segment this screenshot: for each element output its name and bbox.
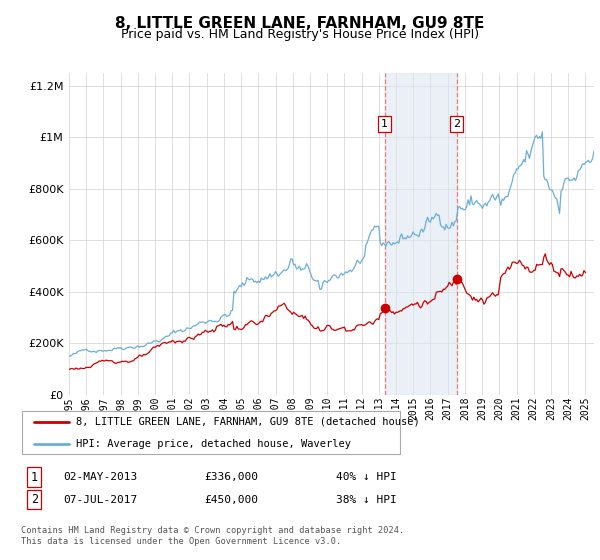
Text: 8, LITTLE GREEN LANE, FARNHAM, GU9 8TE (detached house): 8, LITTLE GREEN LANE, FARNHAM, GU9 8TE (… [77, 417, 420, 427]
Text: £450,000: £450,000 [204, 494, 258, 505]
Text: 40% ↓ HPI: 40% ↓ HPI [336, 472, 397, 482]
Text: HPI: Average price, detached house, Waverley: HPI: Average price, detached house, Wave… [77, 438, 352, 449]
Text: £336,000: £336,000 [204, 472, 258, 482]
Text: 1: 1 [381, 119, 388, 129]
Text: Contains HM Land Registry data © Crown copyright and database right 2024.
This d: Contains HM Land Registry data © Crown c… [21, 526, 404, 546]
Text: 38% ↓ HPI: 38% ↓ HPI [336, 494, 397, 505]
FancyBboxPatch shape [22, 411, 400, 454]
Text: 02-MAY-2013: 02-MAY-2013 [63, 472, 137, 482]
Text: 8, LITTLE GREEN LANE, FARNHAM, GU9 8TE: 8, LITTLE GREEN LANE, FARNHAM, GU9 8TE [115, 16, 485, 31]
Text: 07-JUL-2017: 07-JUL-2017 [63, 494, 137, 505]
Text: 2: 2 [31, 493, 38, 506]
Text: 1: 1 [31, 470, 38, 484]
Bar [385, 73, 457, 395]
Text: Price paid vs. HM Land Registry's House Price Index (HPI): Price paid vs. HM Land Registry's House … [121, 28, 479, 41]
Text: 2: 2 [453, 119, 460, 129]
